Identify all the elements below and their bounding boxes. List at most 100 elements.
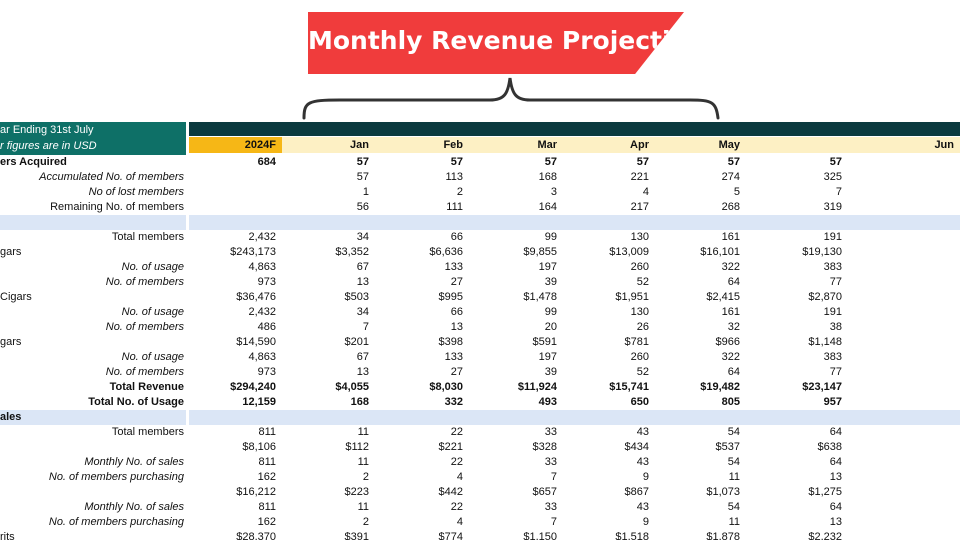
table-cell[interactable]: $28,370 xyxy=(236,531,276,540)
table-cell[interactable]: 13 xyxy=(829,471,842,483)
table-cell[interactable]: 67 xyxy=(356,261,369,273)
table-cell[interactable]: $995 xyxy=(438,291,463,303)
row-label[interactable]: Accumulated No. of members xyxy=(39,171,184,183)
table-cell[interactable] xyxy=(189,410,282,425)
table-cell[interactable] xyxy=(375,410,469,425)
table-cell[interactable]: 57 xyxy=(829,156,842,168)
row-label[interactable]: No. of members xyxy=(105,276,184,288)
table-cell[interactable]: $391 xyxy=(344,531,369,540)
table-cell[interactable]: 34 xyxy=(356,231,369,243)
table-cell[interactable]: 260 xyxy=(630,261,649,273)
table-cell[interactable]: 4,863 xyxy=(248,351,276,363)
column-header-month[interactable]: Mar xyxy=(469,137,563,153)
table-cell[interactable]: 973 xyxy=(257,366,276,378)
table-cell[interactable]: 57 xyxy=(727,156,740,168)
column-header-total[interactable]: 2024F xyxy=(189,137,282,153)
table-cell[interactable]: 684 xyxy=(257,156,276,168)
table-cell[interactable]: 7 xyxy=(362,321,369,333)
table-cell[interactable]: 162 xyxy=(257,471,276,483)
table-cell[interactable] xyxy=(189,215,282,230)
table-cell[interactable]: 161 xyxy=(721,306,740,318)
table-cell[interactable]: $14,590 xyxy=(236,336,276,348)
table-cell[interactable]: 32 xyxy=(727,321,740,333)
table-cell[interactable]: $774 xyxy=(438,531,463,540)
table-cell[interactable]: $1,150 xyxy=(523,531,557,540)
table-cell[interactable] xyxy=(746,410,848,425)
table-cell[interactable]: 64 xyxy=(829,456,842,468)
row-label[interactable]: Remaining No. of members xyxy=(50,201,184,213)
table-cell[interactable]: $537 xyxy=(715,441,740,453)
table-cell[interactable]: 161 xyxy=(721,231,740,243)
table-cell[interactable] xyxy=(563,215,655,230)
row-label[interactable]: rits xyxy=(0,531,15,540)
table-cell[interactable]: $434 xyxy=(624,441,649,453)
table-cell[interactable]: 217 xyxy=(630,201,649,213)
table-cell[interactable]: $221 xyxy=(438,441,463,453)
table-cell[interactable] xyxy=(655,410,746,425)
table-cell[interactable]: 11 xyxy=(728,471,740,483)
table-cell[interactable]: $591 xyxy=(532,336,557,348)
table-cell[interactable]: $2,415 xyxy=(706,291,740,303)
table-cell[interactable]: 57 xyxy=(544,156,557,168)
row-label[interactable]: No. of members purchasing xyxy=(48,471,184,483)
table-cell[interactable]: 39 xyxy=(544,276,557,288)
table-cell[interactable]: 325 xyxy=(823,171,842,183)
table-cell[interactable]: $243,173 xyxy=(230,246,276,258)
row-label[interactable]: gars xyxy=(0,336,22,348)
table-cell[interactable]: 39 xyxy=(544,366,557,378)
table-cell[interactable]: 4,863 xyxy=(248,261,276,273)
table-cell[interactable]: 221 xyxy=(630,171,649,183)
table-cell[interactable]: 805 xyxy=(721,396,740,408)
table-cell[interactable]: 99 xyxy=(544,231,557,243)
table-cell[interactable]: 2 xyxy=(362,516,369,528)
table-cell[interactable]: 197 xyxy=(538,351,557,363)
table-cell[interactable]: 64 xyxy=(829,426,842,438)
table-cell[interactable]: 43 xyxy=(636,426,649,438)
table-cell[interactable]: 111 xyxy=(446,201,463,213)
table-cell[interactable]: 162 xyxy=(257,516,276,528)
row-label[interactable]: Total Revenue xyxy=(109,381,184,393)
table-cell[interactable]: 57 xyxy=(450,156,463,168)
table-cell[interactable]: $3,352 xyxy=(335,246,369,258)
table-cell[interactable]: 57 xyxy=(356,156,369,168)
table-cell[interactable]: $11,924 xyxy=(517,381,557,393)
table-cell[interactable]: $2,232 xyxy=(808,531,842,540)
table-cell[interactable]: 77 xyxy=(829,366,842,378)
table-cell[interactable]: 2 xyxy=(456,186,463,198)
table-cell[interactable]: 168 xyxy=(350,396,369,408)
table-cell[interactable]: 130 xyxy=(630,231,649,243)
table-cell[interactable]: 322 xyxy=(721,261,740,273)
table-cell[interactable]: 2 xyxy=(362,471,369,483)
table-cell[interactable]: $15,741 xyxy=(609,381,649,393)
row-label[interactable]: No. of usage xyxy=(121,306,184,318)
table-cell[interactable]: 319 xyxy=(823,201,842,213)
column-header-month[interactable]: Feb xyxy=(375,137,469,153)
table-cell[interactable]: 493 xyxy=(538,396,557,408)
table-cell[interactable] xyxy=(469,215,563,230)
table-cell[interactable]: 43 xyxy=(636,456,649,468)
table-cell[interactable]: $4,055 xyxy=(335,381,369,393)
table-cell[interactable]: $294,240 xyxy=(230,381,276,393)
table-cell[interactable]: 26 xyxy=(636,321,649,333)
table-cell[interactable]: 7 xyxy=(550,516,557,528)
table-cell[interactable]: 191 xyxy=(823,306,842,318)
table-cell[interactable]: 13 xyxy=(356,366,369,378)
row-label[interactable]: No. of usage xyxy=(121,261,184,273)
table-cell[interactable]: $16,212 xyxy=(236,486,276,498)
table-cell[interactable]: 34 xyxy=(356,306,369,318)
row-label[interactable]: ers Acquired xyxy=(0,156,67,168)
table-cell[interactable]: $36,476 xyxy=(236,291,276,303)
column-header-month[interactable]: May xyxy=(655,137,746,153)
table-cell[interactable]: $2,870 xyxy=(808,291,842,303)
table-cell[interactable]: 43 xyxy=(636,501,649,513)
table-cell[interactable]: 4 xyxy=(456,471,463,483)
table-cell[interactable]: 56 xyxy=(356,201,369,213)
table-cell[interactable]: 13 xyxy=(450,321,463,333)
table-cell[interactable]: $8,030 xyxy=(429,381,463,393)
table-cell[interactable]: $1,478 xyxy=(523,291,557,303)
table-cell[interactable]: 5 xyxy=(733,186,740,198)
row-label[interactable]: Monthly No. of sales xyxy=(84,501,184,513)
table-cell[interactable]: 22 xyxy=(450,501,463,513)
table-cell[interactable]: 64 xyxy=(727,276,740,288)
table-cell[interactable]: 130 xyxy=(630,306,649,318)
